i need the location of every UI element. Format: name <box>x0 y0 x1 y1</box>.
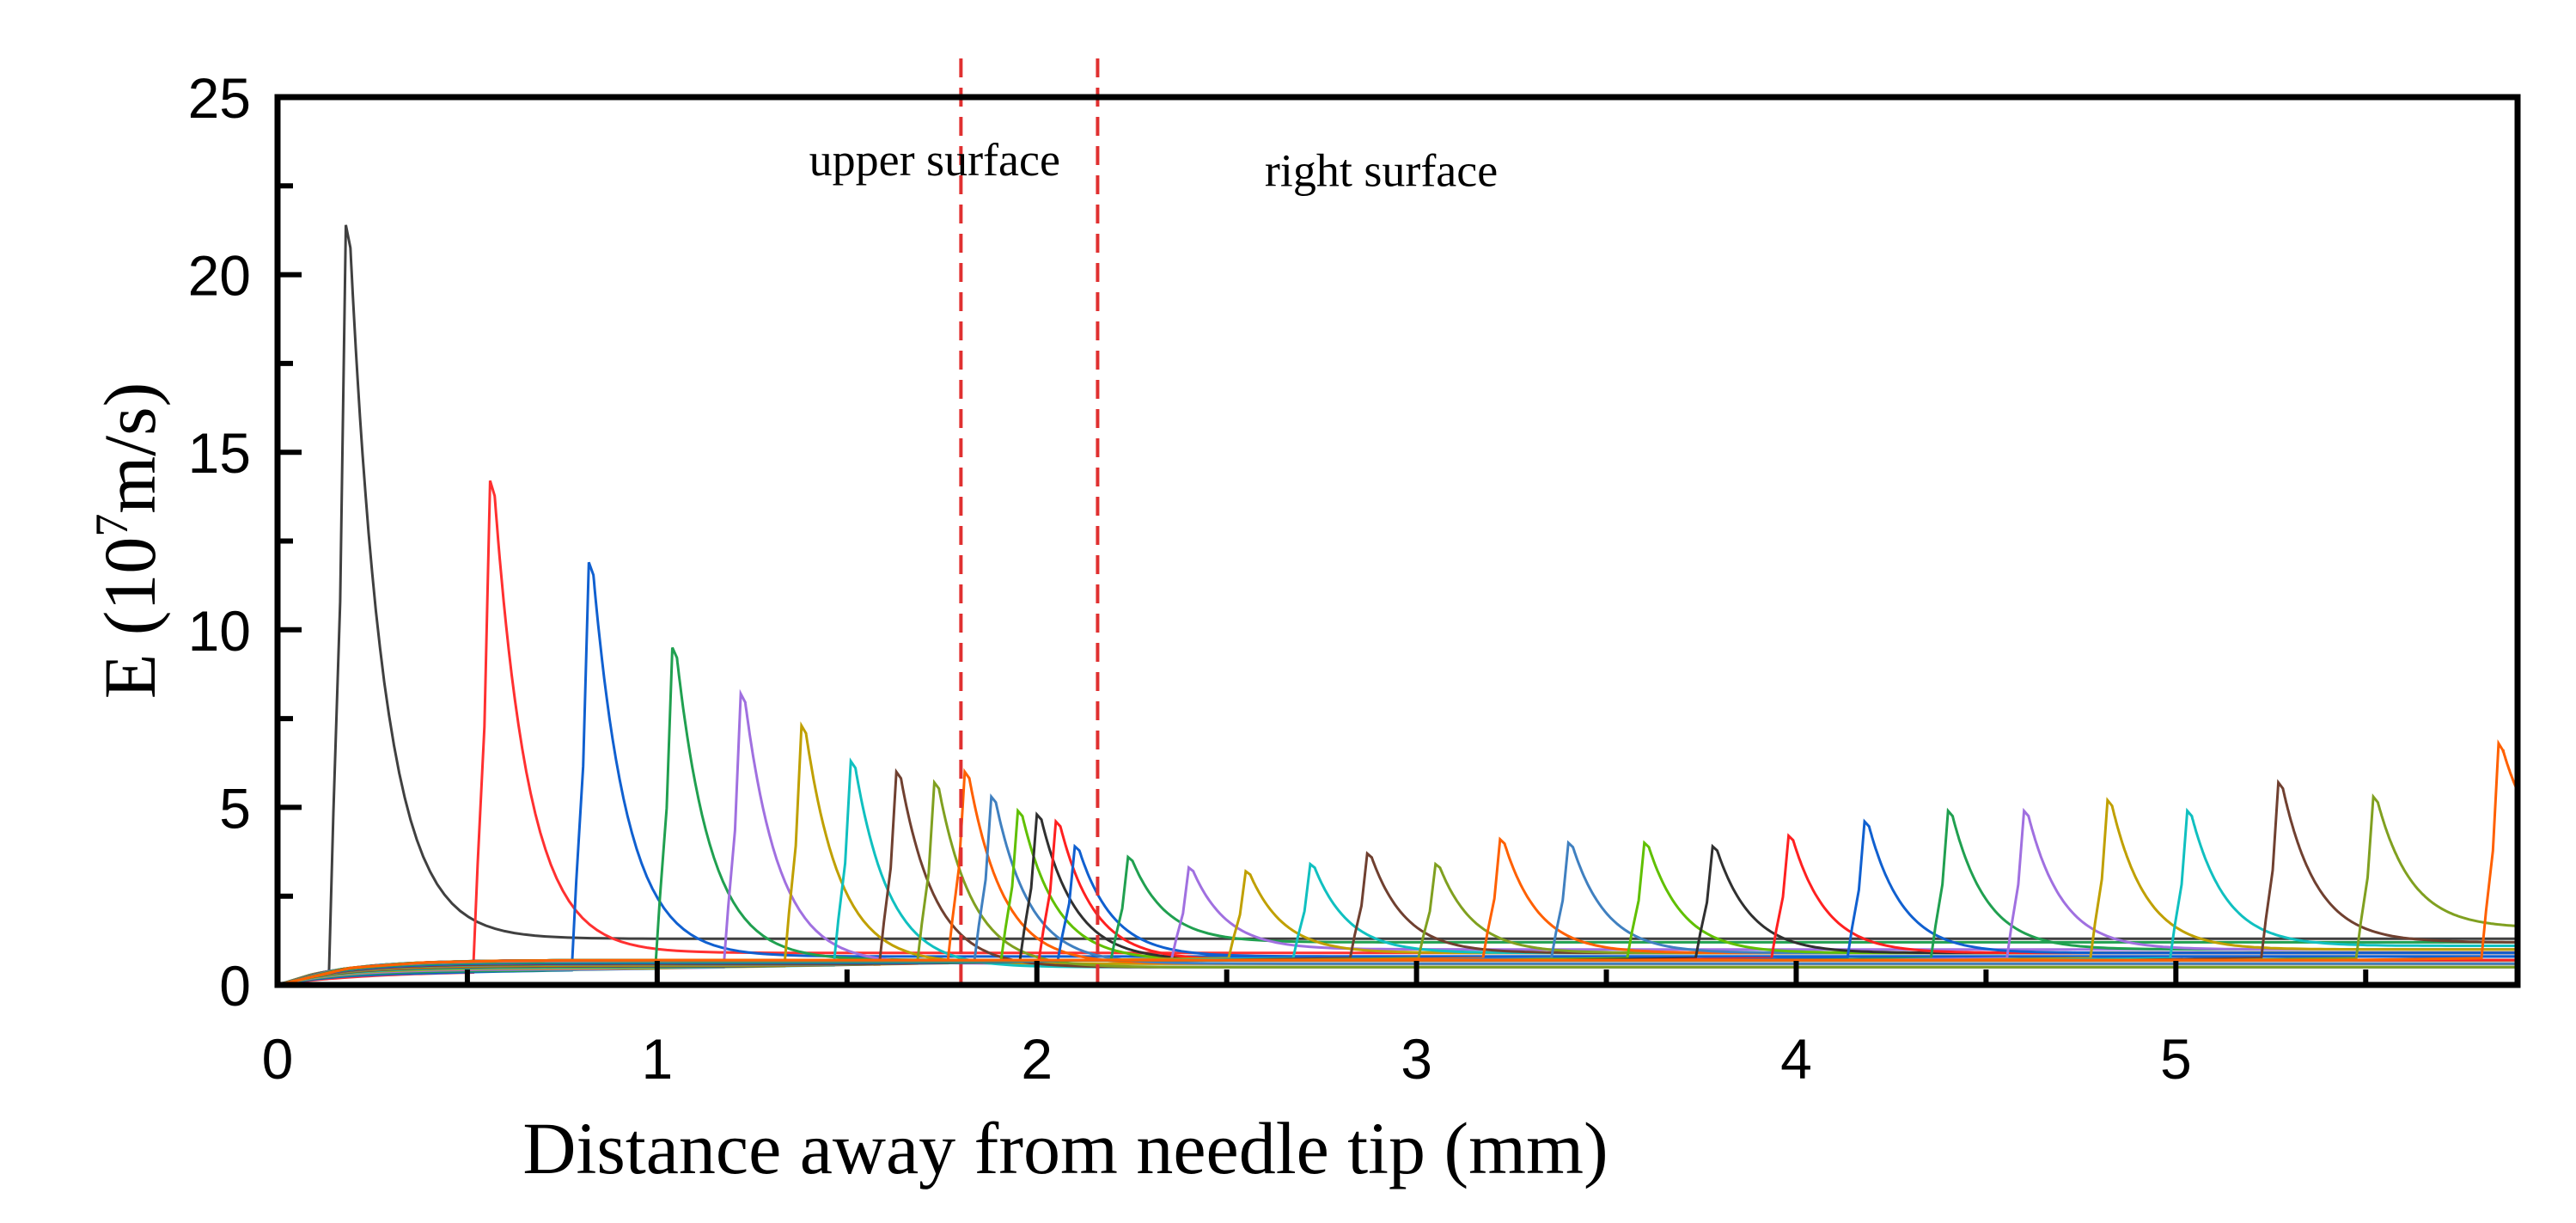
annotation-2: right surface <box>1265 144 1498 196</box>
x-tick-label: 5 <box>2160 1027 2192 1091</box>
y-tick-label: 20 <box>188 244 251 308</box>
series-line-34 <box>277 739 2519 987</box>
y-axis-title-exponent: 7 <box>86 514 137 537</box>
series-lines <box>277 224 2519 987</box>
y-tick-label: 25 <box>188 66 251 130</box>
x-tick-label: 1 <box>642 1027 674 1091</box>
series-line-4 <box>277 646 2518 987</box>
x-tick-label: 2 <box>1021 1027 1053 1091</box>
annotation-1: upper surface <box>809 134 1060 186</box>
axis-ticks: 0 1 2 3 4 5 0 5 10 15 20 25 <box>188 66 2369 1091</box>
y-axis-title-suffix: m/s) <box>89 382 171 514</box>
x-tick-label: 3 <box>1401 1027 1432 1091</box>
y-axis-title: E (107m/s) <box>86 382 171 700</box>
y-tick-label: 5 <box>219 776 251 840</box>
y-tick-label: 15 <box>188 421 251 485</box>
annotations: upper surface right surface <box>809 134 1499 196</box>
x-axis-title: Distance away from needle tip (mm) <box>522 1107 1608 1189</box>
plot-frame <box>274 94 2521 988</box>
x-tick-label: 4 <box>1780 1027 1812 1091</box>
x-tick-label: 0 <box>262 1027 294 1091</box>
y-tick-label: 10 <box>188 599 251 663</box>
series-line-3 <box>277 561 2518 987</box>
y-tick-label: 0 <box>219 954 251 1018</box>
surface-boundary-lines <box>959 58 1100 985</box>
y-axis-title-prefix: E (10 <box>89 537 171 700</box>
